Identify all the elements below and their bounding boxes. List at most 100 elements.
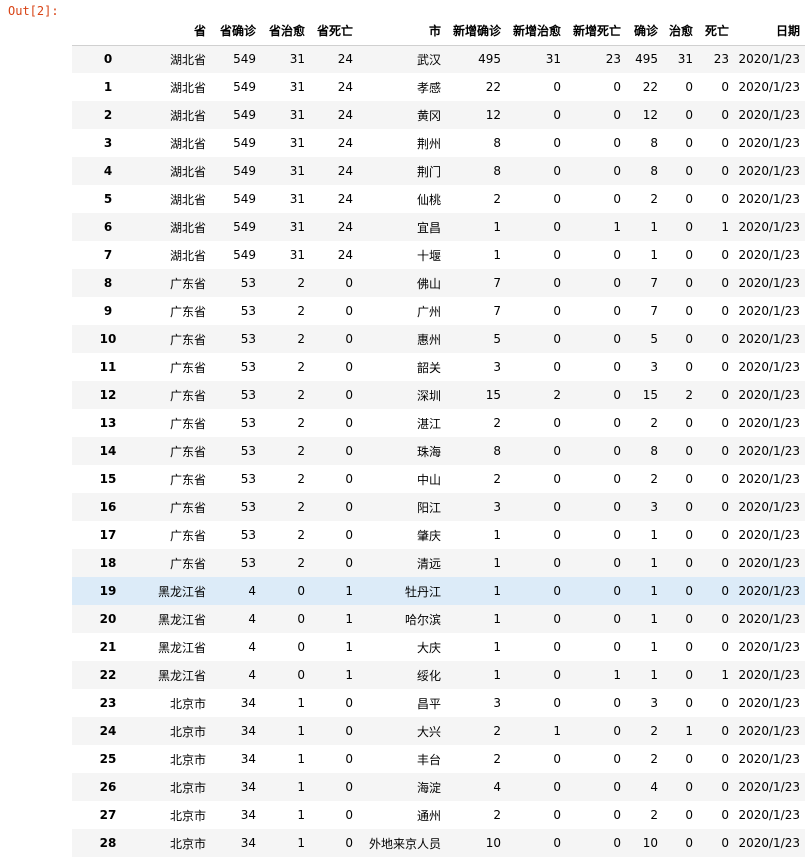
new-deaths-cell: 0 — [613, 472, 621, 486]
row-index: 4 — [103, 164, 113, 178]
cured-cell: 0 — [685, 752, 693, 766]
deaths-cell: 0 — [721, 640, 729, 654]
city-cell: 清远 — [416, 556, 441, 571]
deaths-header: 死亡 — [698, 17, 734, 46]
new-confirmed-cell: 2 — [493, 752, 501, 766]
new-deaths-cell: 0 — [613, 136, 621, 150]
deaths-cell: 0 — [721, 752, 729, 766]
province-confirmed-cell: 53 — [240, 472, 256, 486]
confirmed-cell: 12 — [642, 108, 658, 122]
table-row: 13 广东省 53 2 0 湛江 2 0 0 2 0 0 2020/1/23 — [72, 409, 805, 437]
province-cured-cell: 2 — [297, 304, 305, 318]
date-cell: 2020/1/23 — [738, 80, 800, 94]
new-cured-cell: 0 — [553, 640, 561, 654]
deaths-cell: 1 — [721, 668, 729, 682]
cured-cell: 0 — [685, 836, 693, 850]
table-row: 5 湖北省 549 31 24 仙桃 2 0 0 2 0 0 2020/1/23 — [72, 185, 805, 213]
new-confirmed-cell: 1 — [493, 612, 501, 626]
confirmed-cell: 1 — [650, 220, 658, 234]
date-cell: 2020/1/23 — [738, 304, 800, 318]
province-deaths-cell: 24 — [337, 248, 353, 262]
new-confirmed-cell: 10 — [485, 836, 501, 850]
table-row: 7 湖北省 549 31 24 十堰 1 0 0 1 0 0 2020/1/23 — [72, 241, 805, 269]
new-deaths-cell: 0 — [613, 528, 621, 542]
new-confirmed-cell: 15 — [485, 388, 501, 402]
table-row: 14 广东省 53 2 0 珠海 8 0 0 8 0 0 2020/1/23 — [72, 437, 805, 465]
province-confirmed-cell: 549 — [233, 192, 256, 206]
new-deaths-cell: 0 — [613, 836, 621, 850]
new-deaths-cell: 0 — [613, 388, 621, 402]
province-cured-cell: 31 — [289, 108, 305, 122]
new-cured-cell: 0 — [553, 108, 561, 122]
cured-cell: 0 — [685, 528, 693, 542]
city-cell: 海淀 — [416, 780, 441, 795]
new-cured-cell: 0 — [553, 276, 561, 290]
city-header: 市 — [358, 17, 446, 46]
row-index: 28 — [99, 836, 117, 850]
deaths-cell: 0 — [721, 500, 729, 514]
new-deaths-cell: 0 — [613, 304, 621, 318]
province-cured-cell: 31 — [289, 192, 305, 206]
row-index: 17 — [99, 528, 117, 542]
deaths-cell: 0 — [721, 276, 729, 290]
province-deaths-cell: 0 — [345, 416, 353, 430]
cured-cell: 0 — [685, 192, 693, 206]
new-cured-cell: 0 — [553, 556, 561, 570]
province-deaths-cell: 0 — [345, 808, 353, 822]
header-row: 省省确诊 省治愈 省死亡市新增确诊 新增治愈 新增死亡 确诊 治愈 死亡 日期 — [72, 17, 805, 46]
new-confirmed-cell: 2 — [493, 724, 501, 738]
new-cured-cell: 0 — [553, 248, 561, 262]
province-confirmed-cell: 53 — [240, 276, 256, 290]
confirmed-cell: 495 — [635, 52, 658, 67]
new-deaths-cell: 0 — [613, 584, 621, 598]
cured-cell: 0 — [685, 136, 693, 150]
province-confirmed-cell: 34 — [240, 696, 256, 710]
new-confirmed-cell: 12 — [485, 108, 501, 122]
deaths-cell: 1 — [721, 220, 729, 234]
row-index: 13 — [99, 416, 117, 430]
city-cell: 湛江 — [416, 416, 441, 431]
row-index: 12 — [99, 388, 117, 402]
province-confirmed-cell: 549 — [233, 80, 256, 94]
city-cell: 肇庆 — [416, 528, 441, 543]
deaths-cell: 0 — [721, 136, 729, 150]
row-index: 11 — [99, 360, 117, 374]
new-cured-cell: 0 — [553, 332, 561, 346]
cured-cell: 0 — [685, 612, 693, 626]
city-cell: 韶关 — [416, 360, 441, 375]
date-cell: 2020/1/23 — [738, 52, 800, 67]
province-cell: 广东省 — [169, 360, 206, 375]
province-cured-cell: 31 — [289, 80, 305, 94]
new-cured-cell: 0 — [553, 668, 561, 682]
table-row: 6 湖北省 549 31 24 宜昌 1 0 1 1 0 1 2020/1/23 — [72, 213, 805, 241]
province-deaths-cell: 0 — [345, 752, 353, 766]
city-cell: 哈尔滨 — [404, 612, 441, 627]
province-deaths-cell: 0 — [345, 836, 353, 850]
cured-cell: 31 — [677, 52, 693, 67]
new-deaths-cell: 0 — [613, 248, 621, 262]
province-cell: 广东省 — [169, 556, 206, 571]
city-cell: 昌平 — [416, 696, 441, 711]
province-deaths-cell: 0 — [345, 304, 353, 318]
province-confirmed-cell: 4 — [248, 584, 256, 598]
deaths-cell: 0 — [721, 164, 729, 178]
date-cell: 2020/1/23 — [738, 444, 800, 458]
city-cell: 荆州 — [416, 136, 441, 151]
province-deaths-cell: 24 — [337, 136, 353, 150]
date-cell: 2020/1/23 — [738, 136, 800, 150]
deaths-cell: 0 — [721, 360, 729, 374]
confirmed-cell: 8 — [650, 164, 658, 178]
province-deaths-cell: 0 — [345, 528, 353, 542]
cured-cell: 0 — [685, 304, 693, 318]
deaths-cell: 0 — [721, 836, 729, 850]
city-cell: 武汉 — [416, 52, 441, 67]
new-deaths-cell: 0 — [613, 332, 621, 346]
table-row: 16 广东省 53 2 0 阳江 3 0 0 3 0 0 2020/1/23 — [72, 493, 805, 521]
date-cell: 2020/1/23 — [738, 332, 800, 346]
province-header: 省 — [144, 17, 211, 46]
new-deaths-cell: 0 — [613, 192, 621, 206]
province-deaths-cell: 24 — [337, 52, 353, 67]
new-cured-cell: 0 — [553, 416, 561, 430]
new-confirmed-cell: 8 — [493, 136, 501, 150]
row-index: 8 — [103, 276, 113, 290]
